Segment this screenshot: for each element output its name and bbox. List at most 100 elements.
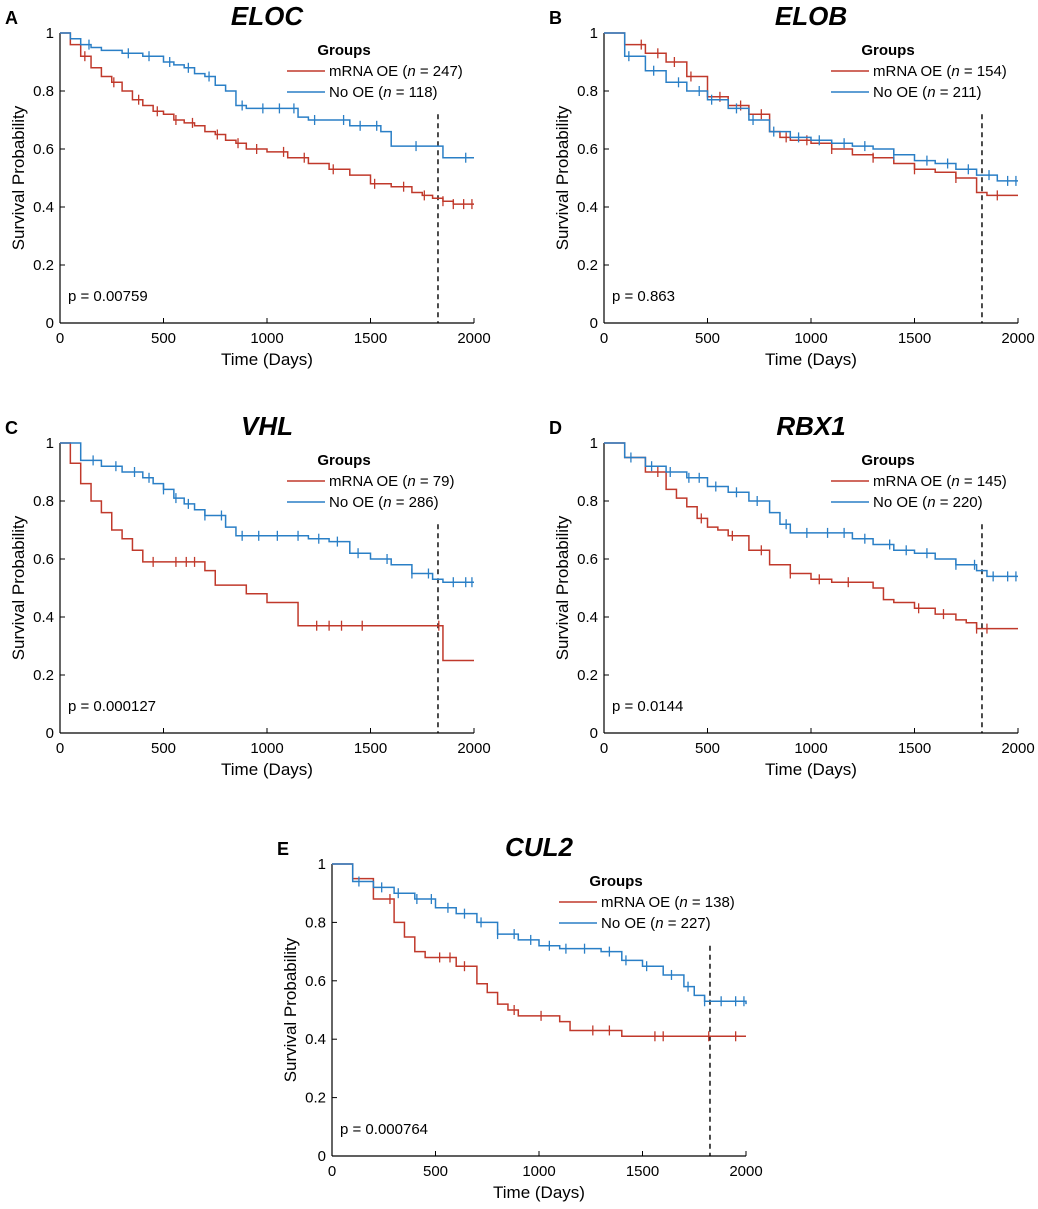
survival-curve-mrna-oe [604,442,1018,630]
y-tick-label: 1 [46,25,54,42]
y-axis-label: Survival Probability [281,937,300,1082]
y-tick-label: 0.8 [33,493,54,510]
legend-n-symbol: n [679,894,687,911]
p-value: p = 0.00759 [68,288,148,305]
legend-label-mrna-oe: mRNA OE (n = 145) [873,473,1007,490]
x-tick-label: 500 [695,740,720,757]
panel-title: CUL2 [505,832,573,862]
legend-n-symbol: n [951,473,959,490]
x-tick-label: 1500 [626,1163,659,1180]
y-tick-label: 0.2 [305,1090,326,1107]
panel-letter: C [5,418,18,438]
legend-label-no-oe: No OE (n = 286) [329,494,439,511]
y-axis-label: Survival Probability [553,105,572,250]
x-axis-label: Time (Days) [221,350,313,369]
survival-curve-no-oe [604,32,1018,182]
legend-n-value: = 118) [392,84,438,101]
survival-curve-no-oe [60,442,474,583]
panel-title: RBX1 [776,411,845,441]
p-value: p = 0.0144 [612,698,683,715]
x-axis-label: Time (Days) [221,760,313,779]
p-value: p = 0.863 [612,288,675,305]
x-tick-label: 0 [600,330,608,347]
x-tick-label: 1500 [898,330,931,347]
legend-title: Groups [317,42,370,59]
survival-curve-mrna-oe [604,32,1018,197]
x-tick-label: 0 [600,740,608,757]
legend-n-symbol: n [407,63,415,80]
legend-n-symbol: n [655,915,663,932]
x-tick-label: 0 [56,740,64,757]
legend-n-symbol: n [951,63,959,80]
legend-n-value: = 211) [936,84,982,101]
y-tick-label: 1 [46,435,54,452]
panel-letter: D [549,418,562,438]
x-tick-label: 1500 [354,330,387,347]
y-tick-label: 0.4 [33,199,54,216]
legend-name: mRNA OE ( [873,473,951,490]
legend-label-mrna-oe: mRNA OE (n = 154) [873,63,1007,80]
y-tick-label: 0.4 [305,1031,326,1048]
legend-n-value: = 286) [392,494,439,511]
x-tick-label: 1500 [354,740,387,757]
x-tick-label: 1000 [250,740,283,757]
y-tick-label: 0 [318,1148,326,1165]
panel-b: B ELOB 0 500 1000 1500 2000 0 0.2 0.4 0.6 0.8 1 Time … [549,1,1035,369]
panel-a: A ELOC 0 500 1000 1500 2000 0 0.2 0.4 0.6 0.8 1 Time … [5,1,491,369]
y-tick-label: 1 [590,435,598,452]
legend-label-no-oe: No OE (n = 211) [873,84,982,101]
survival-curve-mrna-oe [60,32,474,205]
y-tick-label: 0.2 [577,667,598,684]
survival-curve-no-oe [604,442,1018,578]
panel-c: C VHL 0 500 1000 1500 2000 0 0.2 0.4 0.6 0.8 1 Time (… [5,411,491,779]
legend-label-no-oe: No OE (n = 220) [873,494,983,511]
y-axis-label: Survival Probability [9,105,28,250]
legend-n-value: = 220) [936,494,983,511]
y-tick-label: 0.6 [33,141,54,158]
panel-title: VHL [241,411,293,441]
x-tick-label: 1000 [250,330,283,347]
y-tick-label: 0.2 [33,257,54,274]
x-tick-label: 1000 [794,740,827,757]
legend-n-symbol: n [927,494,935,511]
x-tick-label: 0 [328,1163,336,1180]
legend-label-mrna-oe: mRNA OE (n = 79) [329,473,454,490]
legend-name: No OE ( [873,84,927,101]
p-value: p = 0.000127 [68,698,156,715]
legend-name: No OE ( [601,915,655,932]
x-tick-label: 500 [151,330,176,347]
x-tick-label: 2000 [1001,740,1034,757]
legend-n-value: = 138) [688,894,735,911]
x-axis-label: Time (Days) [765,760,857,779]
y-tick-label: 0.4 [33,609,54,626]
legend-title: Groups [589,873,642,890]
x-tick-label: 2000 [1001,330,1034,347]
x-axis-label: Time (Days) [493,1183,585,1202]
legend-label-no-oe: No OE (n = 227) [601,915,711,932]
legend-title: Groups [861,42,914,59]
survival-curve-mrna-oe [332,863,746,1038]
y-tick-label: 0 [46,315,54,332]
y-axis-label: Survival Probability [553,515,572,660]
legend-n-symbol: n [383,84,391,101]
panel-d: D RBX1 0 500 1000 1500 2000 0 0.2 0.4 0.6 0.8 1 Time … [549,411,1035,779]
y-tick-label: 0 [590,725,598,742]
legend-name: mRNA OE ( [601,894,679,911]
legend-name: No OE ( [873,494,927,511]
panel-title: ELOC [231,1,304,31]
y-tick-label: 0.2 [33,667,54,684]
legend-label-mrna-oe: mRNA OE (n = 138) [601,894,735,911]
x-tick-label: 1000 [522,1163,555,1180]
legend-n-symbol: n [407,473,415,490]
y-tick-label: 0.4 [577,199,598,216]
p-value: p = 0.000764 [340,1121,428,1138]
x-tick-label: 500 [151,740,176,757]
y-tick-label: 0.8 [305,914,326,931]
legend-n-value: = 227) [664,915,711,932]
x-axis-label: Time (Days) [765,350,857,369]
y-tick-label: 0 [46,725,54,742]
panel-letter: A [5,8,18,28]
x-tick-label: 1500 [898,740,931,757]
x-tick-label: 1000 [794,330,827,347]
y-tick-label: 0 [590,315,598,332]
